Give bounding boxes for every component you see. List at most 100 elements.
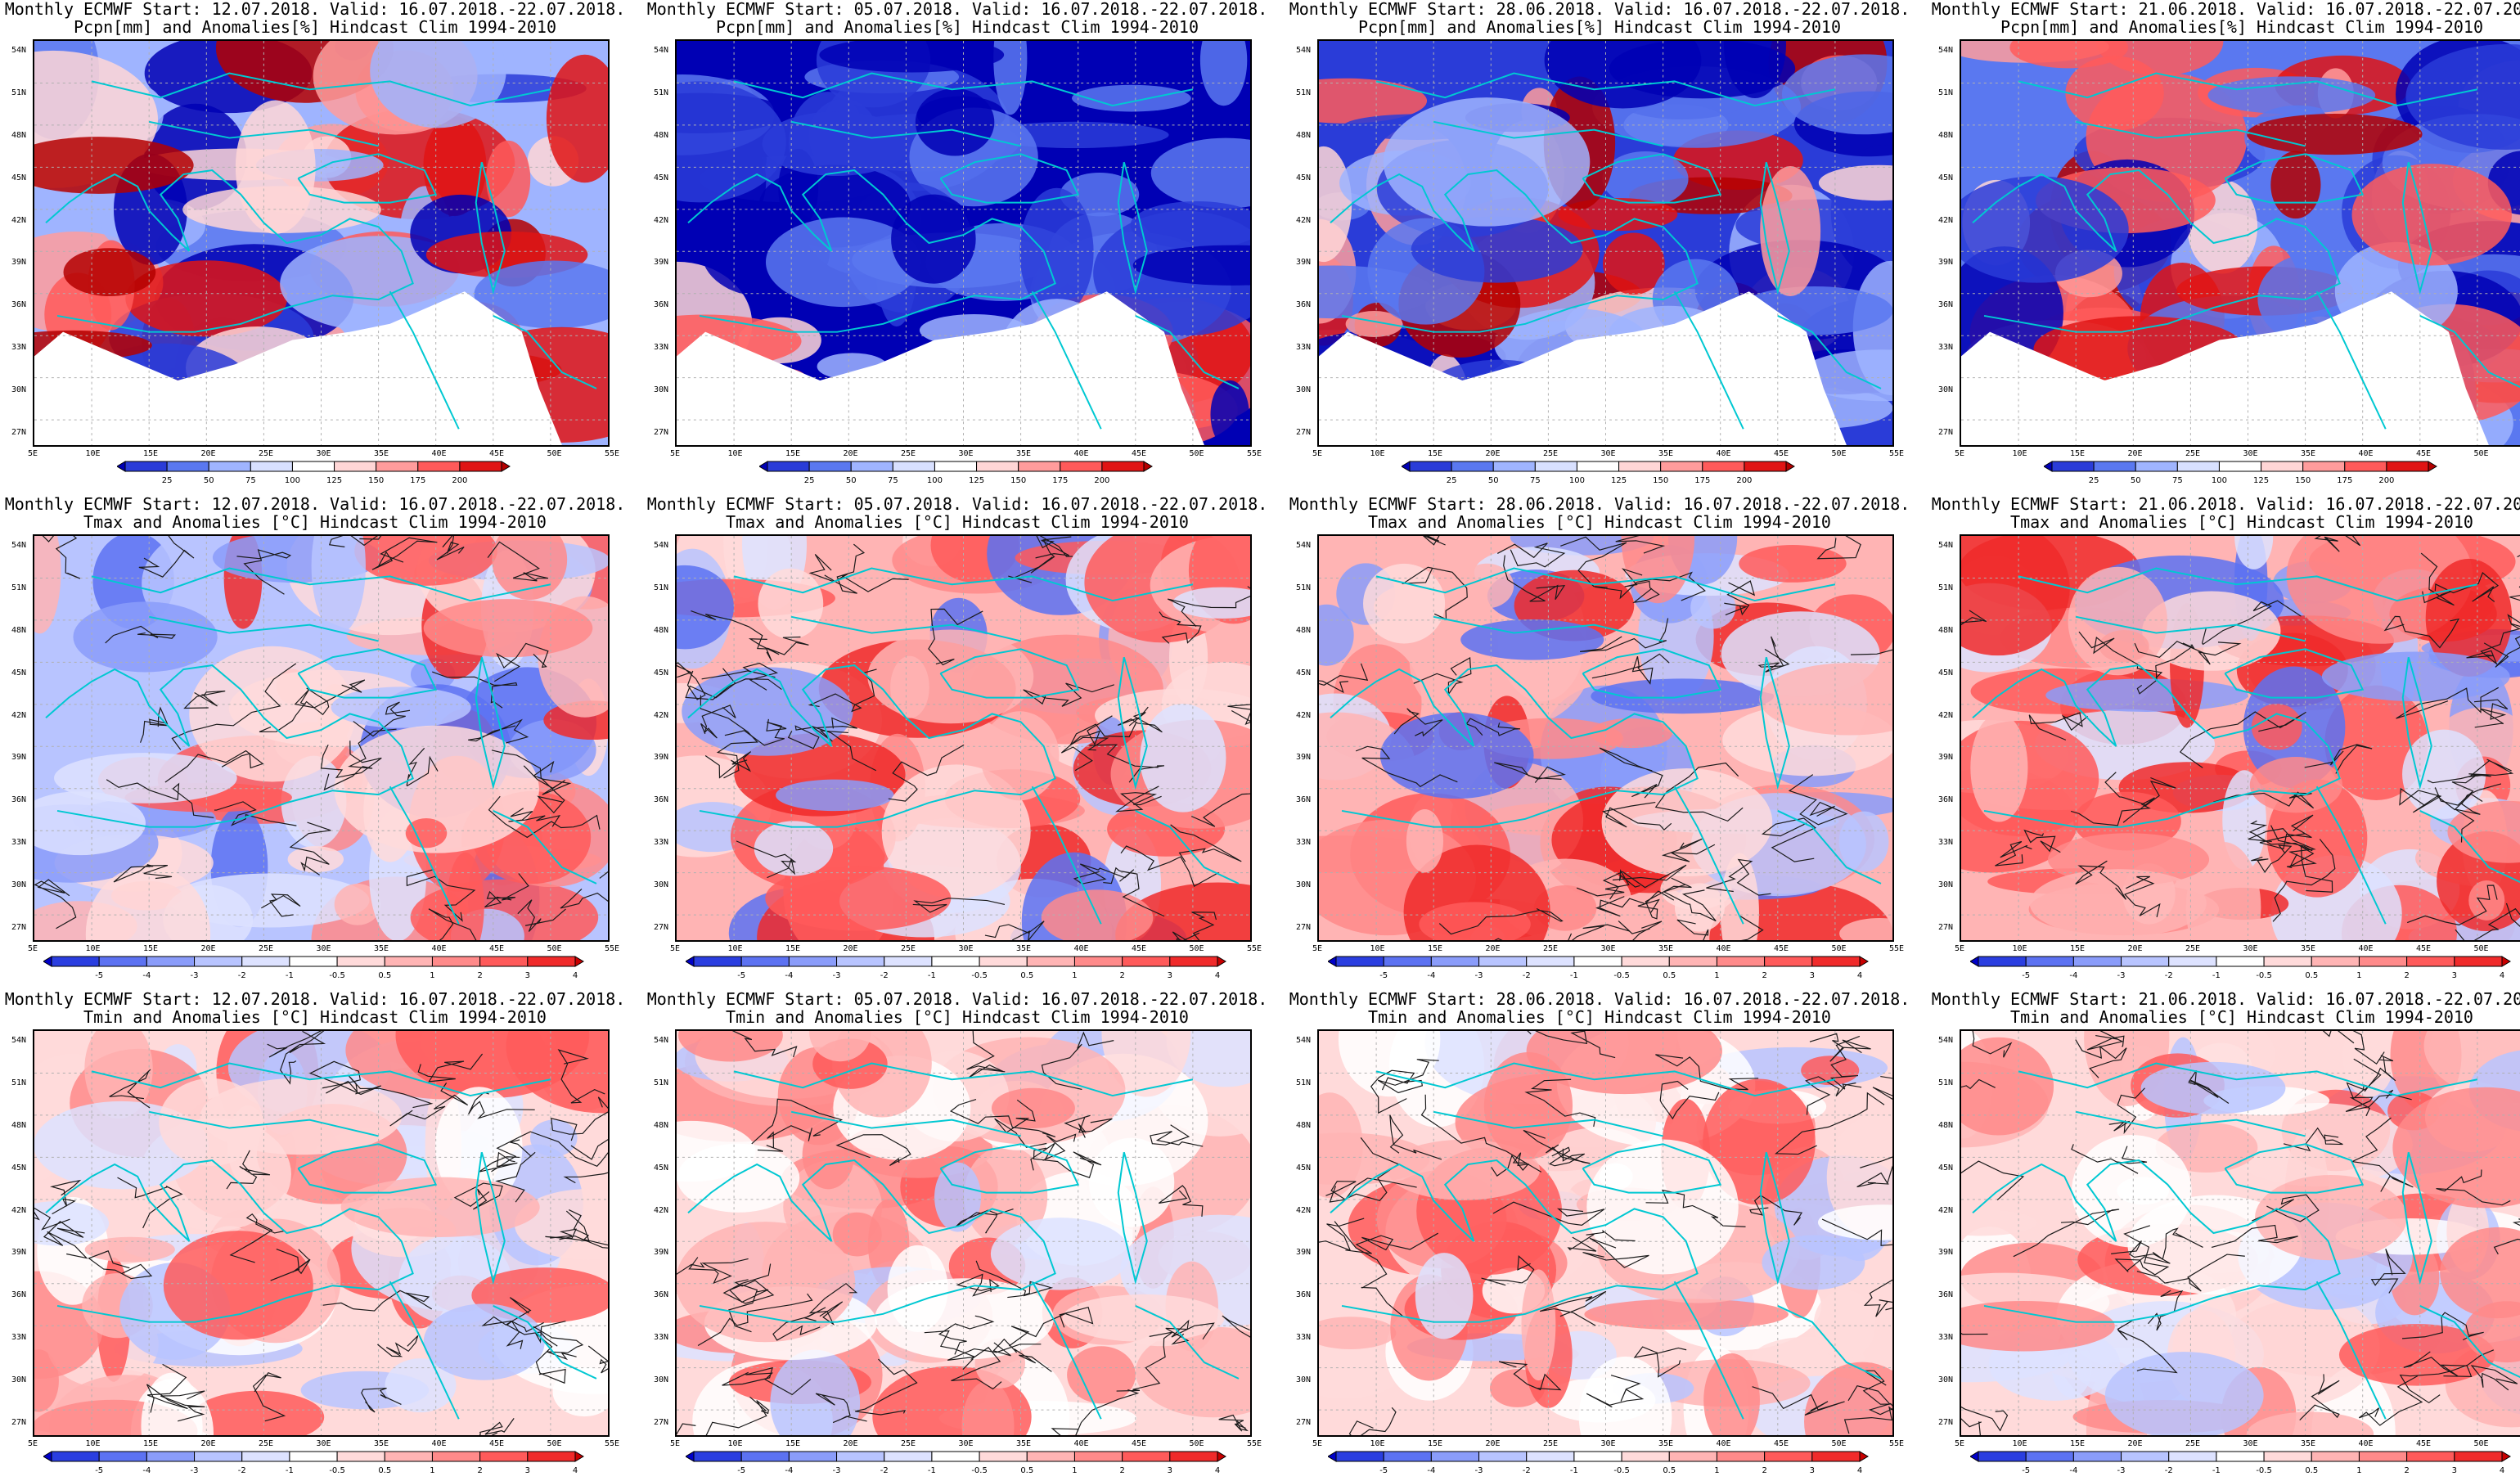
map-area [1960,1029,2520,1437]
lon-label: 20E [844,449,858,458]
map-area [1960,39,2520,447]
colorbar-tick-label: -0.5 [1613,1466,1630,1475]
lon-label: 20E [844,944,858,953]
lon-label: 50E [2474,1439,2489,1448]
lat-label: 45N [1938,173,1953,182]
lat-label: 36N [1296,795,1311,804]
lat-label: 48N [1296,131,1311,140]
lat-label: 33N [1296,838,1311,847]
colorbar-tick-label: -5 [95,1466,103,1475]
colorbar-tick-label: -1 [1569,1466,1577,1475]
lon-label: 15E [143,1439,158,1448]
lon-label: 15E [2070,449,2085,458]
lat-label: 51N [1296,583,1311,592]
colorbar-swatch [1526,957,1573,966]
lat-label: 51N [11,583,26,592]
colorbar-swatch [99,1452,146,1461]
colorbar-swatch [52,957,99,966]
lat-label: 30N [1938,1375,1953,1384]
colorbar-swatch [789,1452,836,1461]
colorbar-swatch [741,957,789,966]
colorbar-swatch [809,461,851,471]
colorbar-tick-label: 2 [1119,1466,1124,1475]
lon-label: 35E [1658,449,1673,458]
lon-label: 45E [489,1439,504,1448]
lon-label: 25E [901,1439,916,1448]
lat-label: 27N [1938,923,1953,932]
colorbar-swatch [432,1452,479,1461]
lat-label: 45N [654,173,668,182]
colorbar-tick-label: -3 [832,1466,840,1475]
lat-label: 42N [11,711,26,720]
colorbar-tick-label: 125 [969,476,984,485]
colorbar-tick-label: 1 [1072,971,1077,980]
colorbar-tick-label: 125 [326,476,342,485]
colorbar-swatch [52,1452,99,1461]
lat-label: 54N [1938,46,1953,55]
colorbar-max-arrow [2428,461,2437,471]
colorbar-max-arrow [1217,957,1226,966]
panel-subtitle: Tmin and Anomalies [°C] Hindcast Clim 19… [642,1008,1272,1026]
anomaly-field [1961,41,2520,445]
colorbar-tick-label: 75 [887,476,898,485]
colorbar-tick-label: 2 [477,971,482,980]
colorbar-tick-label: 3 [524,971,529,980]
panel-subtitle: Pcpn[mm] and Anomalies[%] Hindcast Clim … [1285,18,1915,36]
colorbar-max-arrow [575,1452,583,1461]
lon-label: 40E [432,449,447,458]
lat-label: 30N [1938,385,1953,394]
map-panel: Monthly ECMWF Start: 21.06.2018. Valid: … [1927,990,2520,1481]
colorbar-swatch [167,461,209,471]
colorbar-min-arrow [43,1452,52,1461]
colorbar-swatch [1622,1452,1669,1461]
lon-label: 25E [2185,944,2200,953]
colorbar-swatch [2219,461,2261,471]
colorbar-tick-label: 0.5 [378,1466,391,1475]
lon-label: 30E [959,449,974,458]
lon-label: 25E [259,1439,273,1448]
colorbar-tick-label: 1 [1714,971,1719,980]
lat-label: 30N [1296,880,1311,889]
colorbar-max-arrow [502,461,510,471]
lon-label: 10E [1370,449,1385,458]
lat-label: 45N [1296,1164,1311,1173]
colorbar-swatch [1493,461,1535,471]
colorbar-tick-label: -0.5 [2256,971,2272,980]
lon-label: 35E [374,1439,389,1448]
lat-label: 45N [11,1164,26,1173]
lon-label: 5E [1955,449,1964,458]
lon-label: 20E [201,1439,216,1448]
lon-label: 30E [317,944,331,953]
colorbar-tick-label: 2 [477,1466,482,1475]
colorbar-swatch [884,1452,931,1461]
colorbar-max-arrow [1860,957,1868,966]
colorbar-tick-label: 4 [1214,1466,1219,1475]
colorbar-tick-label: -3 [190,1466,198,1475]
colorbar-tick-label: 4 [2499,1466,2504,1475]
lon-label: 45E [1774,1439,1789,1448]
colorbar-tick-label: -1 [285,1466,293,1475]
lat-label: 36N [1296,1290,1311,1299]
colorbar-swatch [2073,957,2121,966]
lat-label: 54N [11,541,26,550]
legend: -5-4-3-2-1-0.50.512345 [43,955,600,986]
colorbar-max-arrow [1217,1452,1226,1461]
colorbar-min-arrow [43,957,52,966]
colorbar-swatch [836,957,884,966]
colorbar-swatch [2135,461,2177,471]
colorbar-swatch [2264,1452,2311,1461]
colorbar-tick-label: -2 [1522,971,1530,980]
colorbar-tick-label: 3 [1167,1466,1172,1475]
lat-label: 51N [654,1078,668,1087]
panel-subtitle: Pcpn[mm] and Anomalies[%] Hindcast Clim … [0,18,630,36]
colorbar-tick-label: 2 [1762,971,1766,980]
colorbar-tick-label: 4 [1856,1466,1861,1475]
colorbar-swatch [1978,1452,2026,1461]
lat-label: 54N [11,1036,26,1045]
colorbar-tick-label: 175 [1052,476,1068,485]
lat-label: 45N [1938,1164,1953,1173]
lon-label: 55E [1889,449,1904,458]
colorbar-tick-label: 150 [1653,476,1668,485]
colorbar-swatch [1431,957,1478,966]
colorbar-swatch [836,1452,884,1461]
